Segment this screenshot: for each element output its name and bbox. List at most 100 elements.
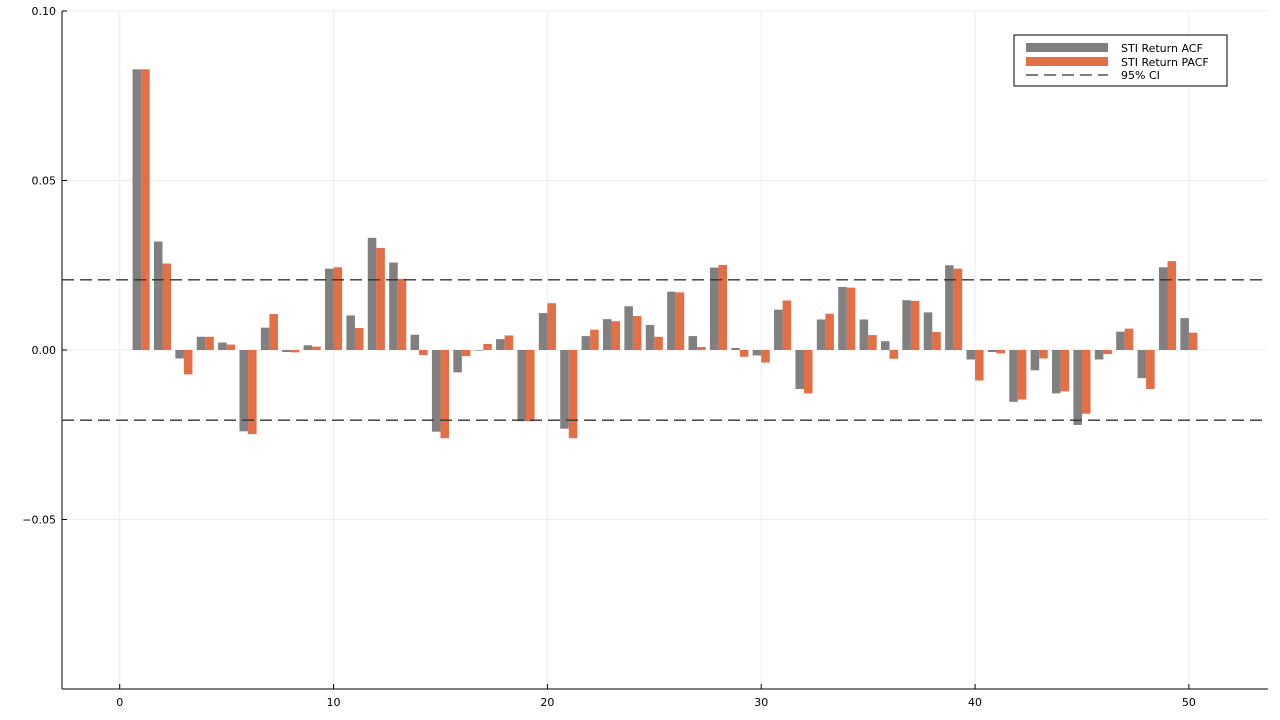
x-tick-label: 0 [116,696,123,709]
acf-bar [496,339,505,350]
acf-bar [987,350,997,353]
acf-bar [474,350,484,351]
pacf-bar [889,350,899,359]
acf-bar [153,241,163,350]
acf-bar [538,313,548,350]
acf-bar [431,350,441,432]
acf-bar [218,342,227,350]
acf-bar [1094,350,1104,360]
confidence-interval-lines [62,279,1268,421]
axes [61,10,1268,690]
legend-label-pacf: STI Return PACF [1121,56,1209,69]
pacf-bar [1017,350,1027,400]
pacf-bar [996,350,1005,354]
acf-bar [389,262,398,350]
acf-bar [859,319,869,350]
acf-bar [325,268,334,350]
pacf-bar [290,350,300,353]
acf-bar [880,341,890,350]
pacf-bar [248,350,257,435]
pacf-bar [1103,350,1112,355]
acf-bar [709,267,719,350]
pacf-bar [590,329,599,350]
pacf-bar [269,314,278,350]
pacf-bar [397,278,407,350]
pacf-bar [654,336,663,350]
pacf-bar [354,327,364,350]
acf-bar [1116,331,1125,350]
y-tick-label: −0.05 [22,514,56,527]
acf-bar [1052,350,1061,394]
legend: STI Return ACF STI Return PACF 95% CI [1013,34,1228,87]
pacf-bar [868,335,877,350]
acf-bar [774,309,783,350]
acf-bar [688,336,698,350]
acf-bar [731,347,740,350]
pacf-bar [846,287,856,350]
pacf-bar [1081,350,1091,414]
acf-bar [517,350,527,422]
pacf-bar [461,350,471,357]
x-tick-label: 20 [540,696,554,709]
acf-bar [581,336,591,350]
pacf-bar [611,321,621,350]
pacf-bar [1124,328,1134,350]
acf-bar [367,237,377,350]
pacf-bar [312,346,321,350]
x-tick-label: 30 [754,696,768,709]
legend-label-ci: 95% CI [1121,69,1160,82]
bars [132,69,1198,439]
x-tick-label: 10 [327,696,341,709]
pacf-bar [183,350,193,375]
pacf-bar [376,247,385,350]
pacf-bar [761,350,770,363]
acf-bar [453,350,462,373]
acf-bar [752,350,762,356]
acf-bar [132,69,142,351]
acf-bar [239,350,249,432]
pacf-bar [718,264,728,350]
pacf-bar [205,336,214,350]
pacf-bar [632,316,642,350]
pacf-bar [162,263,172,350]
pacf-bar [1167,261,1177,350]
pacf-bar [504,335,514,350]
legend-label-acf: STI Return ACF [1121,42,1203,55]
acf-bar [645,324,655,350]
pacf-bar [1188,332,1198,350]
acf-bar [1180,318,1189,350]
acf-bar [1073,350,1082,425]
acf-bar [838,286,847,350]
acf-bar [816,319,826,350]
pacf-bar [782,300,792,350]
acf-bar [560,350,569,429]
pacf-bar [825,313,834,350]
acf-bar [410,334,420,350]
pacf-bar [1060,350,1070,392]
pacf-bar [226,344,236,350]
acf-bar [282,350,291,353]
acf-bar [1137,350,1147,379]
pacf-bar [333,267,343,350]
x-tick-label: 40 [968,696,982,709]
acf-bar [175,350,184,359]
y-tick-label: 0.00 [32,344,57,357]
acf-bar [945,265,954,350]
pacf-bar [953,268,963,350]
x-tick-label: 50 [1182,696,1196,709]
acf-bar [1030,350,1040,371]
acf-bar [1158,267,1168,350]
pacf-bar [568,350,578,439]
acf-bar [902,300,911,350]
legend-swatch-pacf [1026,57,1108,66]
pacf-bar [141,69,150,351]
pacf-bar [419,350,428,356]
acf-bar [303,345,313,350]
tick-labels: 0 10 20 30 40 50 −0.05 0.00 0.05 0.10 [22,5,1196,709]
pacf-bar [1146,350,1155,389]
acf-bar [923,312,933,350]
acf-bar [346,315,355,350]
acf-bar [1009,350,1018,402]
pacf-bar [697,346,706,350]
